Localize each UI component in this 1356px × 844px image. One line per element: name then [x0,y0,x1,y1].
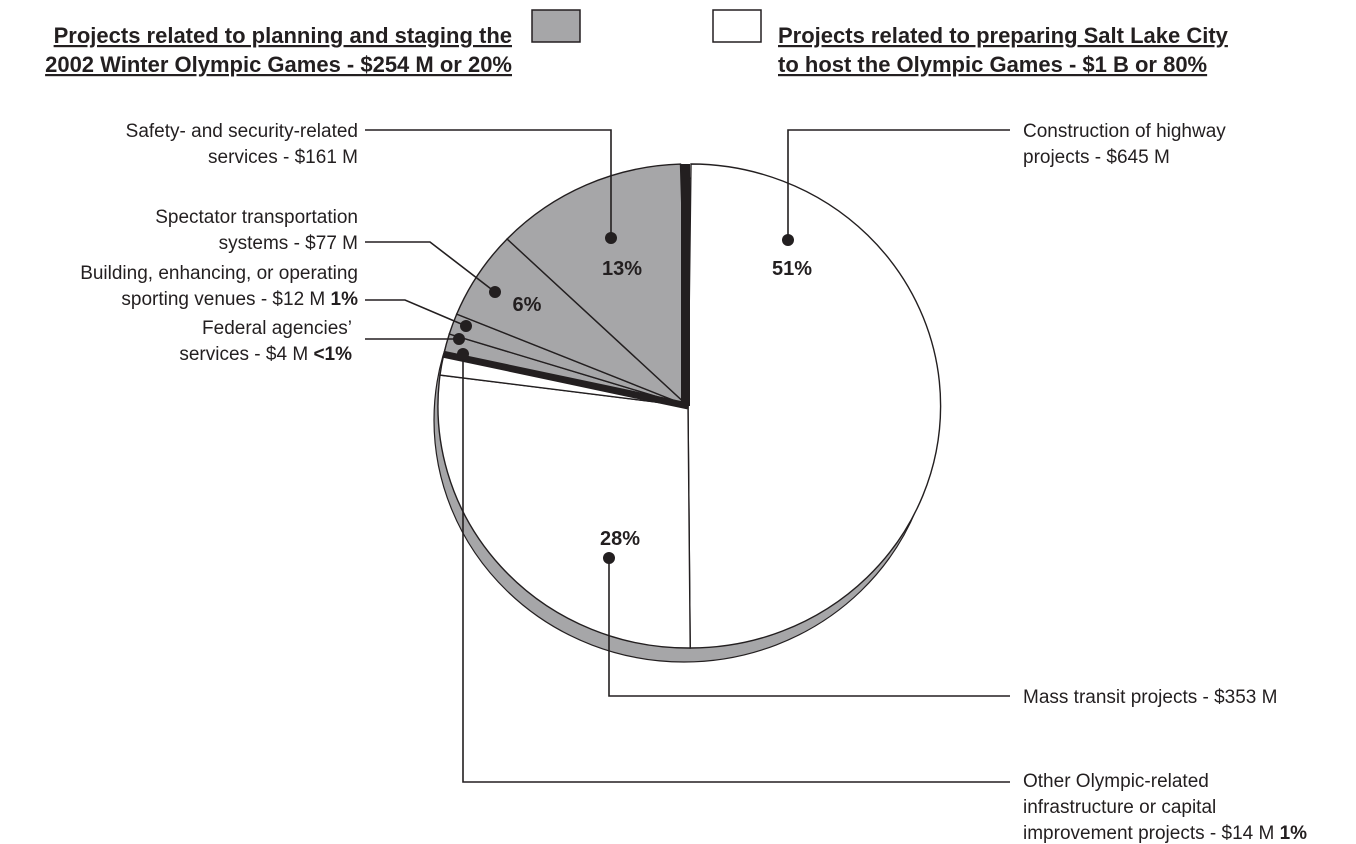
legend-planning: Projects related to planning and staging… [45,9,581,77]
legend-planning-line1: Projects related to planning and staging… [54,23,512,48]
callout-dot-venues [460,320,472,332]
slice-label-federal-line1: Federal agencies’ [202,318,352,339]
callout-line-transit [608,558,1010,697]
callout-line-other [462,354,1010,783]
slice-label-other-line3: improvement projects - $14 M 1% [1023,823,1307,844]
pie-percent-labels: 51% 28% 6% 13% [513,258,813,550]
pie-slice-highway [687,163,942,649]
slice-label-venues-line1: Building, enhancing, or operating [80,263,358,284]
slice-label-safety-line2: services - $161 M [208,147,358,168]
callout-dot-federal [453,333,465,345]
legend: Projects related to planning and staging… [45,9,1229,77]
pie-slice-labels: Construction of highway projects - $645 M… [80,121,1307,844]
legend-preparing-swatch [712,9,762,43]
slice-label-other-line1: Other Olympic-related [1023,771,1209,792]
slice-label-venues-line2: sporting venues - $12 M 1% [121,289,358,310]
pie-separators [443,164,690,410]
callout-dot-transit [603,552,615,564]
callout-dot-spectator [489,286,501,298]
percent-label-spectator: 6% [513,294,542,316]
percent-label-transit: 28% [600,528,640,550]
callout-line-spectator [365,241,496,293]
pie-callouts [365,129,1010,783]
slice-label-spectator-line1: Spectator transportation [155,207,358,228]
pie-slice-transit [437,374,691,649]
pie-slice-safety [506,163,689,408]
pie-slices [437,163,942,649]
callout-line-safety [365,129,612,238]
slice-label-highway-line2: projects - $645 M [1023,147,1170,168]
percent-label-safety: 13% [602,258,642,280]
percent-label-highway: 51% [772,258,812,280]
callout-dot-other [457,348,469,360]
legend-planning-swatch [531,9,581,43]
slice-label-transit-line1: Mass transit projects - $353 M [1023,687,1277,708]
callout-dot-highway [782,234,794,246]
callout-dot-safety [605,232,617,244]
slice-label-spectator-line2: systems - $77 M [219,233,358,254]
slice-label-safety-line1: Safety- and security-related [126,121,358,142]
slice-label-other-line2: infrastructure or capital [1023,797,1216,818]
legend-preparing-line2: to host the Olympic Games - $1 B or 80% [778,52,1207,77]
callout-line-highway [787,129,1010,240]
legend-preparing: Projects related to preparing Salt Lake … [712,9,1229,77]
callout-line-venues [365,299,467,327]
slice-label-highway-line1: Construction of highway [1023,121,1226,142]
slice-label-federal-line2: services - $4 M <1% [179,344,352,365]
group-separator-side [443,350,689,410]
legend-planning-line2: 2002 Winter Olympic Games - $254 M or 20… [45,52,512,77]
legend-preparing-line1: Projects related to preparing Salt Lake … [778,23,1229,48]
group-separator-top [681,164,690,406]
